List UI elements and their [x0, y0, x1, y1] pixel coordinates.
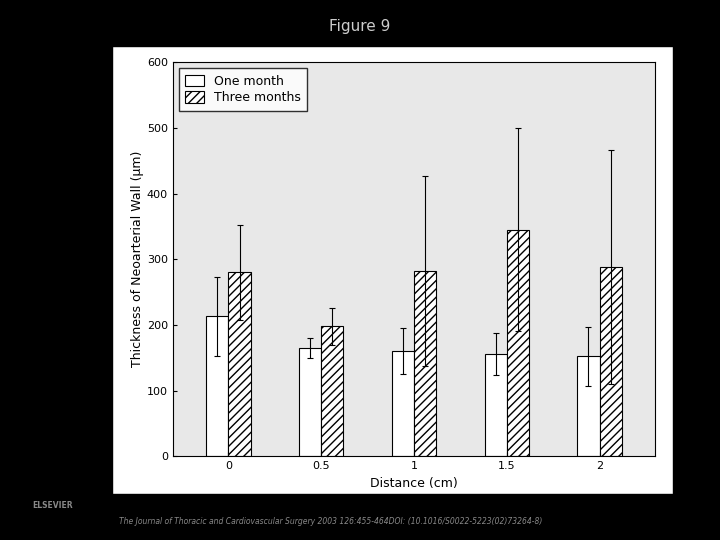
Bar [577, 356, 600, 456]
Bar [299, 348, 321, 456]
Bar [507, 230, 529, 456]
Bar [485, 354, 507, 456]
Bar [228, 272, 251, 456]
X-axis label: Distance (cm): Distance (cm) [370, 477, 458, 490]
Legend: One month, Three months: One month, Three months [179, 69, 307, 111]
Bar [206, 316, 228, 456]
Bar [600, 267, 622, 456]
Text: Figure 9: Figure 9 [329, 19, 391, 34]
Bar [321, 326, 343, 456]
Text: ELSEVIER: ELSEVIER [32, 501, 73, 510]
Text: The Journal of Thoracic and Cardiovascular Surgery 2003 126:455-464DOI: (10.1016: The Journal of Thoracic and Cardiovascul… [119, 517, 542, 526]
Bar [392, 351, 414, 456]
Y-axis label: Thickness of Neoarterial Wall (μm): Thickness of Neoarterial Wall (μm) [131, 151, 144, 367]
Bar [414, 271, 436, 456]
